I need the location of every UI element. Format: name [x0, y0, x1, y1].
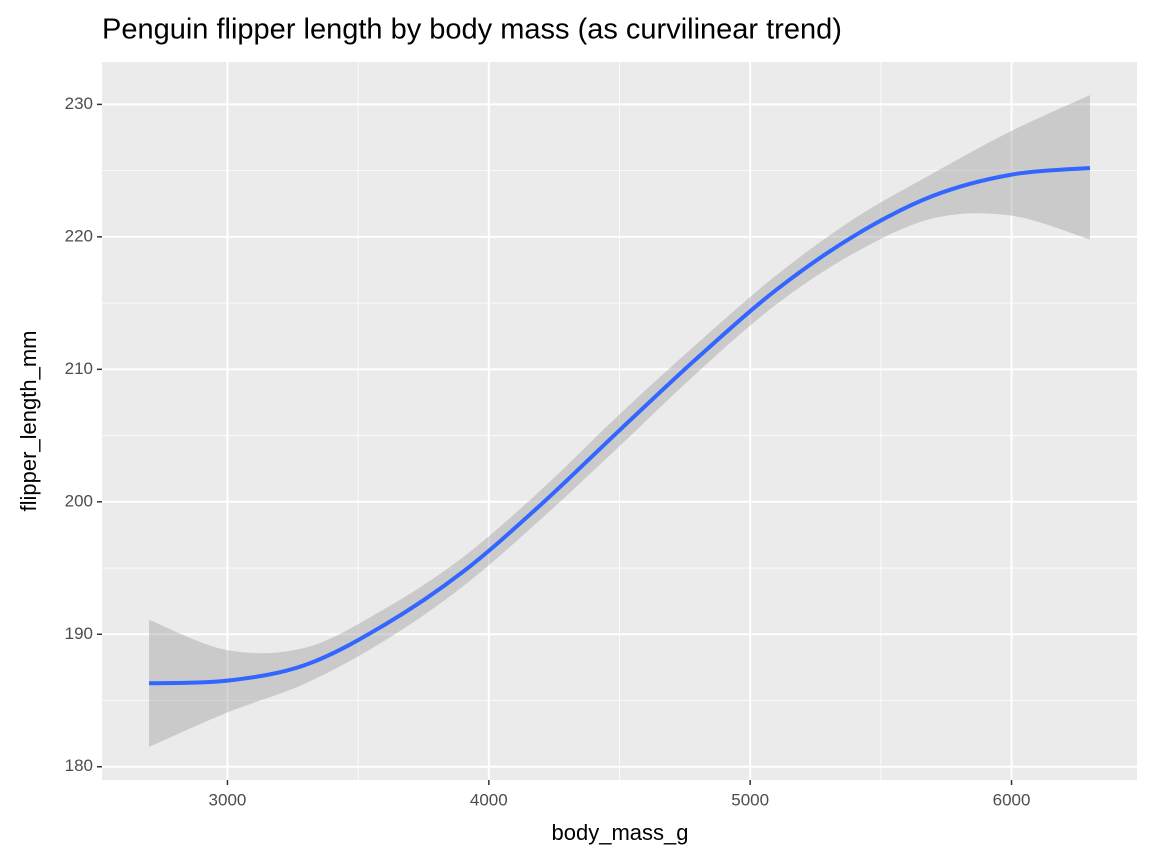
y-tick-label: 180 — [65, 756, 93, 775]
y-tick-label: 220 — [65, 226, 93, 245]
x-tick-label: 4000 — [470, 790, 508, 809]
x-tick-label: 6000 — [993, 790, 1031, 809]
y-tick-label: 190 — [65, 624, 93, 643]
x-tick-label: 5000 — [731, 790, 769, 809]
y-tick-label: 230 — [65, 94, 93, 113]
chart-title: Penguin flipper length by body mass (as … — [102, 14, 842, 46]
y-tick-label: 200 — [65, 491, 93, 510]
trend-line — [148, 165, 1091, 686]
x-tick-label: 3000 — [209, 790, 247, 809]
y-tick-label: 210 — [65, 359, 93, 378]
confidence-band — [149, 95, 1090, 747]
x-axis-label: body_mass_g — [552, 820, 689, 845]
y-axis-label: flipper_length_mm — [16, 331, 41, 512]
